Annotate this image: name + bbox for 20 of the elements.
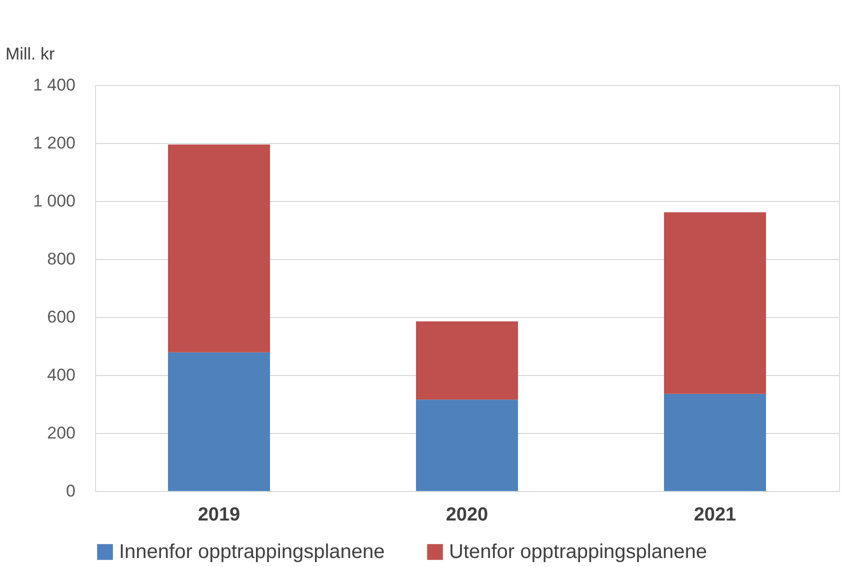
- bar: [168, 144, 270, 352]
- x-tick-label: 2019: [198, 504, 240, 526]
- y-tick-label: 800: [47, 250, 76, 268]
- bar: [664, 394, 766, 491]
- legend-label: Innenfor opptrappingsplanene: [119, 541, 385, 563]
- bar: [168, 352, 270, 491]
- x-tick-label: 2020: [446, 504, 488, 526]
- bar: [416, 321, 518, 400]
- legend-label: Utenfor opptrappingsplanene: [449, 541, 707, 563]
- x-tick-label: 2021: [694, 504, 737, 526]
- bar: [416, 400, 518, 491]
- y-tick-label: 200: [47, 424, 76, 442]
- y-tick-label: 1 400: [32, 76, 76, 94]
- y-tick-label: 0: [66, 482, 76, 500]
- bar: [664, 212, 766, 394]
- y-tick-label: 1 000: [32, 192, 76, 210]
- y-tick-label: 600: [47, 308, 76, 326]
- y-axis-title: Mill. kr: [6, 44, 55, 64]
- y-tick-label: 400: [47, 366, 76, 384]
- y-tick-label: 1 200: [32, 134, 76, 152]
